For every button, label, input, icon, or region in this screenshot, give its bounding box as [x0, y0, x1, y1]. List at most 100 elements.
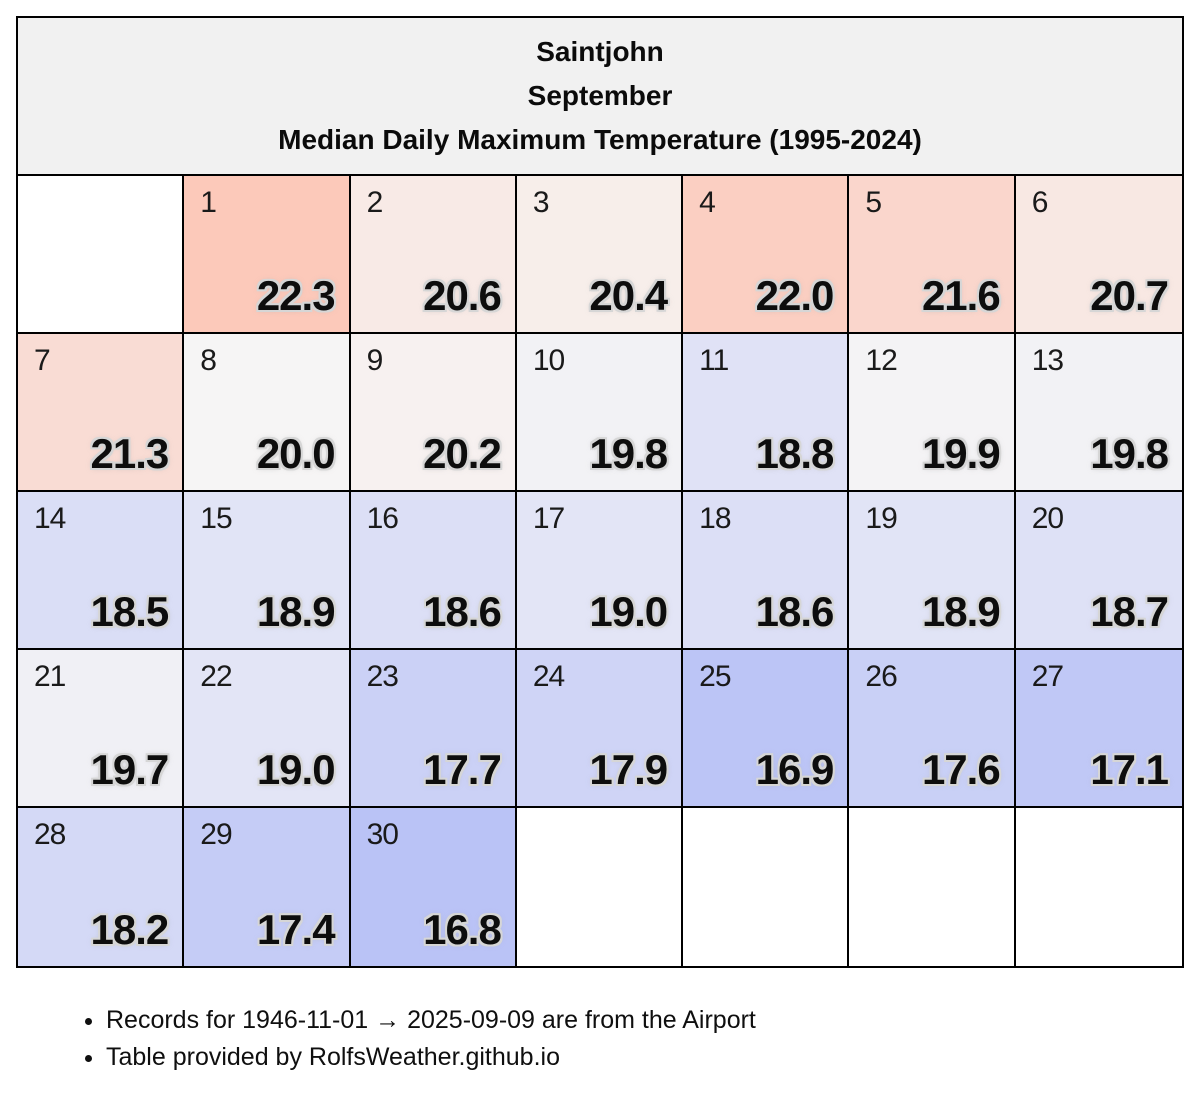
calendar-grid: 1 22.3 2 20.6 3 20.4 4 22.0 5 21.6 6 20.7 7 21.3 8 20.0… [18, 176, 1182, 966]
temperature-value: 18.9 [256, 588, 336, 635]
calendar-cell: 5 21.6 [849, 176, 1016, 334]
day-number: 6 [1031, 186, 1049, 219]
day-number: 15 [200, 502, 232, 535]
calendar-cell: 30 16.8 [350, 808, 517, 966]
day-number: 16 [366, 502, 399, 535]
calendar-cell: 10 19.8 [516, 334, 684, 492]
calendar-cell: 22 19.0 [184, 650, 351, 808]
month-title: September [527, 80, 673, 111]
day-number: 5 [865, 186, 882, 219]
calendar-cell: 13 19.8 [1015, 334, 1182, 492]
temperature-value: 17.4 [256, 906, 336, 953]
day-number: 17 [532, 502, 565, 535]
calendar-cell: 25 16.9 [683, 650, 850, 808]
temperature-value: 20.6 [423, 272, 502, 319]
empty-cell [18, 176, 185, 334]
day-number: 28 [34, 818, 66, 851]
temperature-value: 18.2 [90, 906, 170, 953]
temperature-value: 19.8 [1090, 430, 1169, 477]
temperature-calendar-table: Saintjohn September Median Daily Maximum… [16, 16, 1184, 968]
day-number: 26 [865, 660, 897, 693]
temperature-value: 18.6 [423, 588, 502, 635]
calendar-cell: 15 18.9 [184, 492, 351, 650]
calendar-cell: 28 18.2 [18, 808, 185, 966]
calendar-cell: 20 18.7 [1015, 492, 1182, 650]
metric-title: Median Daily Maximum Temperature (1995-2… [278, 124, 922, 155]
calendar-cell: 23 17.7 [350, 650, 517, 808]
calendar-cell: 16 18.6 [350, 492, 517, 650]
footnote-provider: Table provided by RolfsWeather.github.io [106, 1039, 1184, 1076]
empty-cell [516, 808, 684, 966]
day-number: 25 [699, 660, 731, 693]
day-number: 29 [200, 818, 232, 851]
temperature-value: 21.6 [921, 272, 1001, 319]
calendar-cell: 7 21.3 [18, 334, 185, 492]
day-number: 23 [366, 660, 399, 693]
temperature-value: 16.9 [755, 746, 835, 793]
calendar-cell: 24 17.9 [516, 650, 684, 808]
day-number: 11 [699, 344, 729, 377]
day-number: 30 [366, 818, 399, 851]
calendar-cell: 1 22.3 [184, 176, 351, 334]
day-number: 1 [200, 186, 217, 219]
temperature-value: 19.0 [589, 588, 668, 635]
calendar-cell: 29 17.4 [184, 808, 351, 966]
footnotes: Records for 1946-11-01 → 2025-09-09 are … [78, 1002, 1184, 1076]
temperature-value: 16.8 [423, 906, 502, 953]
temperature-value: 20.2 [423, 430, 502, 477]
day-number: 4 [699, 186, 716, 219]
calendar-cell: 12 19.9 [849, 334, 1016, 492]
temperature-value: 18.7 [1090, 588, 1169, 635]
location-title: Saintjohn [536, 36, 664, 67]
temperature-value: 18.5 [90, 588, 170, 635]
day-number: 3 [532, 186, 550, 219]
temperature-value: 19.7 [90, 746, 170, 793]
calendar-cell: 21 19.7 [18, 650, 185, 808]
temperature-value: 18.6 [755, 588, 835, 635]
day-number: 14 [34, 502, 66, 535]
temperature-value: 22.3 [256, 272, 336, 319]
day-number: 10 [532, 344, 565, 377]
day-number: 22 [200, 660, 232, 693]
day-number: 9 [366, 344, 384, 377]
temperature-value: 21.3 [90, 430, 170, 477]
day-number: 18 [699, 502, 731, 535]
temperature-value: 17.7 [423, 746, 502, 793]
day-number: 8 [200, 344, 217, 377]
temperature-value: 19.8 [589, 430, 668, 477]
footnote-records: Records for 1946-11-01 → 2025-09-09 are … [106, 1002, 1184, 1039]
calendar-cell: 2 20.6 [350, 176, 517, 334]
empty-cell [683, 808, 850, 966]
day-number: 20 [1031, 502, 1064, 535]
temperature-value: 20.0 [256, 430, 336, 477]
day-number: 24 [532, 660, 565, 693]
day-number: 27 [1031, 660, 1064, 693]
day-number: 7 [34, 344, 51, 377]
calendar-cell: 17 19.0 [516, 492, 684, 650]
calendar-header: Saintjohn September Median Daily Maximum… [18, 18, 1182, 176]
empty-cell [849, 808, 1016, 966]
temperature-value: 17.9 [589, 746, 668, 793]
calendar-cell: 27 17.1 [1015, 650, 1182, 808]
temperature-value: 18.8 [755, 430, 835, 477]
calendar-cell: 4 22.0 [683, 176, 850, 334]
calendar-cell: 14 18.5 [18, 492, 185, 650]
day-number: 12 [865, 344, 897, 377]
calendar-cell: 8 20.0 [184, 334, 351, 492]
calendar-cell: 11 18.8 [683, 334, 850, 492]
empty-cell [1015, 808, 1182, 966]
calendar-cell: 19 18.9 [849, 492, 1016, 650]
temperature-value: 20.4 [589, 272, 668, 319]
temperature-value: 22.0 [755, 272, 835, 319]
temperature-value: 19.0 [256, 746, 336, 793]
calendar-cell: 26 17.6 [849, 650, 1016, 808]
day-number: 19 [865, 502, 897, 535]
calendar-cell: 18 18.6 [683, 492, 850, 650]
temperature-value: 17.1 [1090, 746, 1169, 793]
temperature-value: 17.6 [921, 746, 1001, 793]
calendar-cell: 6 20.7 [1015, 176, 1182, 334]
temperature-value: 18.9 [921, 588, 1001, 635]
calendar-cell: 3 20.4 [516, 176, 684, 334]
temperature-value: 20.7 [1090, 272, 1169, 319]
